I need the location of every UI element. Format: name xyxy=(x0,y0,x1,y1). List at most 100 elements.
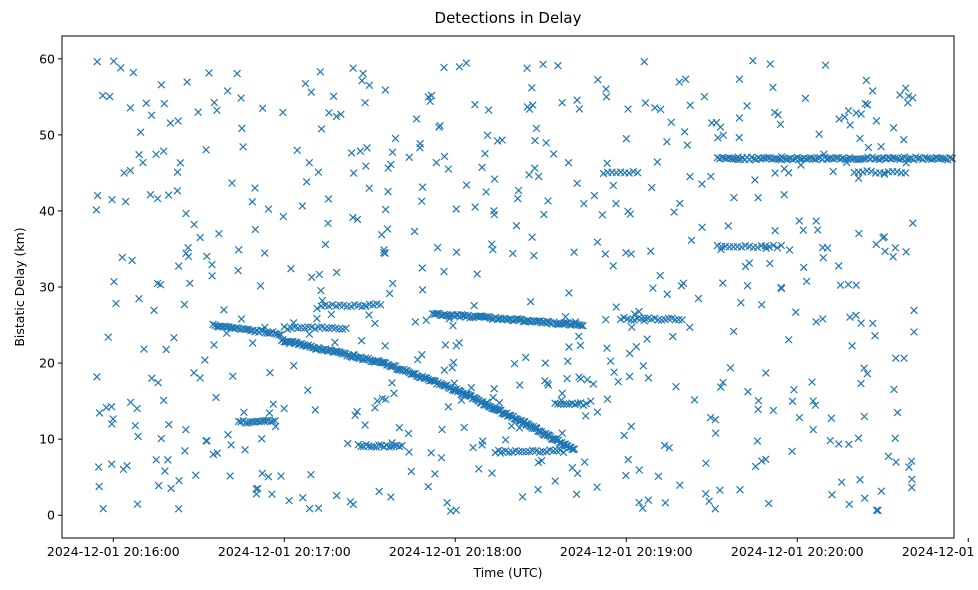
scatter-point xyxy=(686,101,695,110)
scatter-point xyxy=(630,310,639,318)
scatter-point xyxy=(515,424,524,432)
scatter-point xyxy=(784,335,793,344)
scatter-point xyxy=(905,154,913,163)
scatter-point xyxy=(854,434,863,443)
scatter-point xyxy=(818,243,827,252)
scatter-point xyxy=(678,316,686,324)
scatter-point xyxy=(205,69,213,77)
scatter-point xyxy=(388,148,397,157)
scatter-point xyxy=(387,160,395,169)
scatter-point xyxy=(624,455,633,464)
scatter-point xyxy=(653,158,662,166)
scatter-point xyxy=(675,481,684,490)
scatter-point xyxy=(387,493,395,501)
scatter-point xyxy=(534,172,543,181)
scatter-point xyxy=(640,316,649,325)
scatter-point xyxy=(855,229,863,238)
y-tick-label: 10 xyxy=(39,432,55,447)
scatter-point xyxy=(777,152,786,161)
scatter-point xyxy=(251,184,259,192)
scatter-point xyxy=(543,379,552,387)
scatter-point xyxy=(140,345,148,353)
scatter-point xyxy=(907,483,916,492)
scatter-point xyxy=(446,507,455,515)
scatter-point xyxy=(563,357,572,366)
scatter-point xyxy=(237,94,245,102)
scatter-point xyxy=(674,315,683,324)
scatter-point xyxy=(194,108,202,116)
scatter-point xyxy=(107,460,116,468)
scatter-point xyxy=(539,447,547,456)
scatter-point xyxy=(365,184,374,193)
scatter-point xyxy=(661,498,670,507)
scatter-point xyxy=(902,158,910,167)
x-tick-label: 2024-12-01 20:16:00 xyxy=(47,544,180,559)
scatter-point xyxy=(484,106,493,114)
scatter-point xyxy=(248,339,257,347)
scatter-point xyxy=(889,124,898,132)
scatter-point xyxy=(807,153,815,162)
scatter-point xyxy=(573,96,581,104)
scatter-point xyxy=(698,180,706,188)
scatter-point xyxy=(512,221,521,230)
scatter-point xyxy=(139,158,147,167)
scatter-point xyxy=(735,133,744,142)
scatter-point xyxy=(511,415,520,423)
scatter-point xyxy=(532,124,541,133)
x-tick-label: 2024-12-01 20:21:00 xyxy=(902,544,978,559)
scatter-point xyxy=(719,378,727,387)
scatter-point xyxy=(646,247,655,255)
scatter-point xyxy=(772,154,781,163)
scatter-point xyxy=(129,68,138,77)
scatter-point xyxy=(668,332,677,341)
scatter-point xyxy=(625,169,633,177)
scatter-point xyxy=(856,134,864,143)
scatter-point xyxy=(444,402,453,411)
scatter-point xyxy=(927,155,936,164)
scatter-point xyxy=(813,154,822,162)
scatter-point xyxy=(154,481,163,490)
scatter-point xyxy=(527,83,536,92)
scatter-point xyxy=(381,342,390,350)
scatter-point xyxy=(712,118,721,127)
scatter-point xyxy=(698,223,706,232)
scatter-point xyxy=(417,197,426,206)
scatter-point xyxy=(583,375,592,384)
scatter-point xyxy=(391,134,400,143)
scatter-point xyxy=(788,447,796,456)
scatter-point xyxy=(121,197,130,206)
scatter-point xyxy=(445,314,454,323)
scatter-point xyxy=(910,306,918,315)
scatter-point xyxy=(482,188,490,196)
scatter-point xyxy=(797,161,805,169)
scatter-point xyxy=(716,383,725,391)
scatter-point xyxy=(521,353,530,362)
scatter-point xyxy=(609,181,618,190)
scatter-point xyxy=(383,225,392,233)
scatter-point xyxy=(298,493,307,502)
scatter-point xyxy=(258,469,267,478)
scatter-point xyxy=(946,153,954,162)
scatter-point xyxy=(799,263,808,272)
scatter-point xyxy=(681,75,690,84)
scatter-point xyxy=(586,397,595,405)
scatter-point xyxy=(455,62,464,71)
scatter-point xyxy=(237,315,246,323)
scatter-point xyxy=(269,417,277,426)
scatter-point xyxy=(754,405,762,414)
scatter-point xyxy=(845,153,854,162)
scatter-point xyxy=(532,317,541,325)
scatter-point xyxy=(593,483,601,491)
scatter-point xyxy=(93,57,102,66)
scatter-point xyxy=(679,279,688,288)
scatter-point xyxy=(736,485,744,494)
scatter-point xyxy=(706,172,715,181)
scatter-point xyxy=(108,420,116,428)
scatter-point xyxy=(398,441,406,450)
scatter-point xyxy=(868,319,877,328)
scatter-point xyxy=(534,485,542,494)
scatter-point xyxy=(98,91,107,100)
y-axis: 0 10 20 30 40 50 60 xyxy=(39,51,62,523)
scatter-point xyxy=(209,450,218,459)
scatter-point xyxy=(832,153,840,162)
